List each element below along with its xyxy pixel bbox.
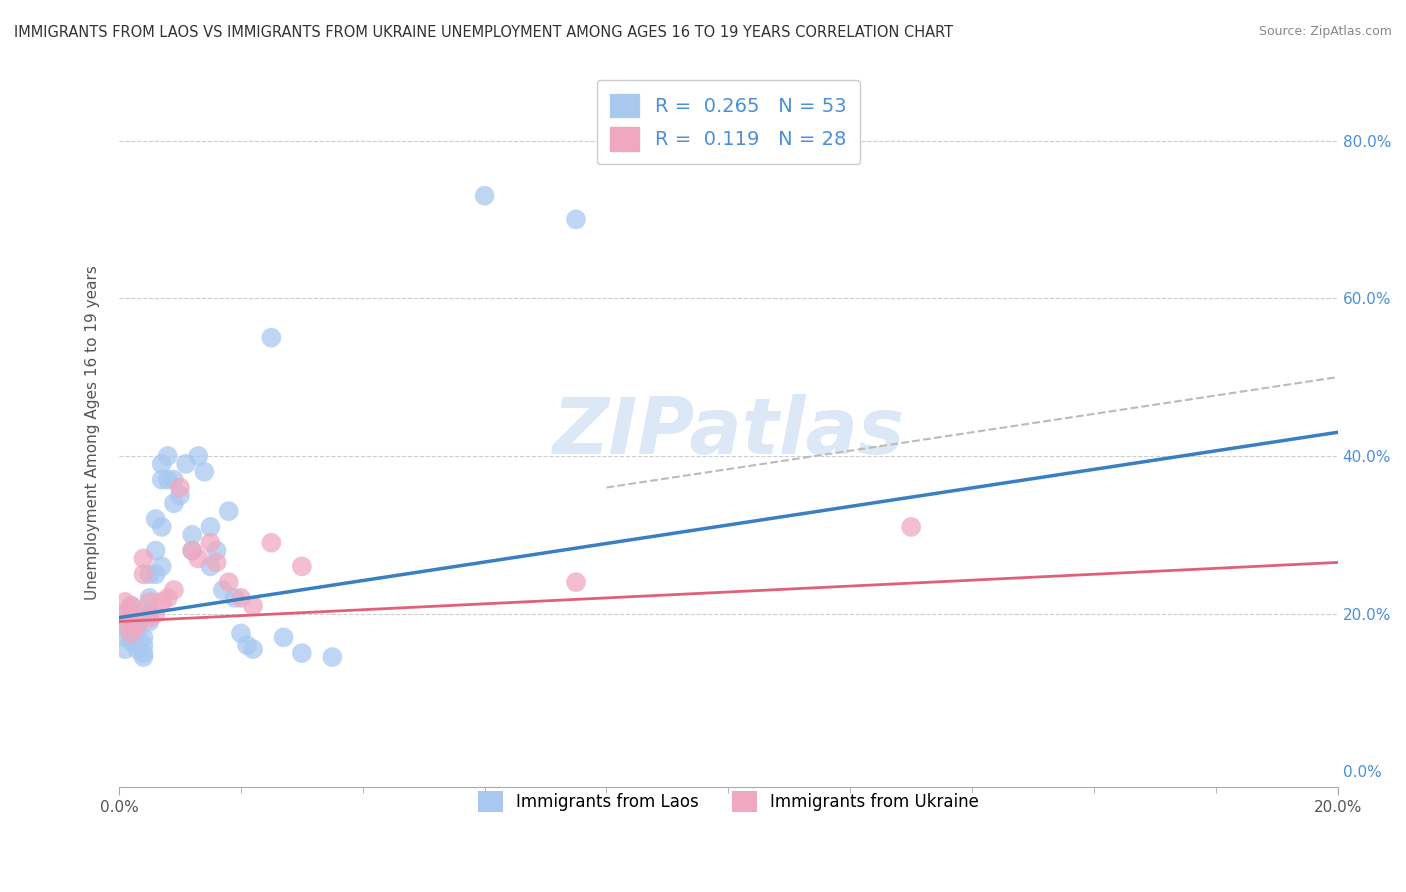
Point (145, 607, 167, 621)
Point (114, 607, 136, 621)
Point (150, 595, 173, 609)
Point (200, 559, 222, 574)
Point (291, 646, 314, 660)
Text: Source: ZipAtlas.com: Source: ZipAtlas.com (1258, 25, 1392, 38)
Point (120, 626, 142, 640)
Point (900, 520, 922, 534)
Point (211, 582, 233, 597)
Point (127, 618, 149, 632)
Point (120, 599, 142, 613)
Point (114, 631, 136, 645)
Legend: Immigrants from Laos, Immigrants from Ukraine: Immigrants from Laos, Immigrants from Uk… (464, 778, 993, 825)
Point (150, 520, 173, 534)
Point (150, 473, 173, 487)
Point (200, 520, 222, 534)
Point (138, 610, 160, 624)
Point (187, 449, 209, 463)
Point (218, 504, 240, 518)
Point (138, 615, 160, 629)
Point (114, 607, 136, 621)
Point (291, 559, 314, 574)
Point (242, 642, 264, 657)
Point (127, 610, 149, 624)
Point (132, 551, 155, 566)
Point (120, 618, 142, 632)
Point (229, 626, 252, 640)
Point (127, 618, 149, 632)
Point (145, 567, 167, 582)
Point (236, 638, 259, 652)
Point (138, 567, 160, 582)
Point (242, 599, 264, 613)
Point (145, 543, 167, 558)
Y-axis label: Unemployment Among Ages 16 to 19 years: Unemployment Among Ages 16 to 19 years (86, 265, 100, 599)
Point (163, 582, 186, 597)
Point (224, 591, 246, 605)
Point (163, 473, 186, 487)
Point (132, 650, 155, 665)
Point (193, 465, 215, 479)
Point (156, 449, 179, 463)
Point (260, 535, 283, 549)
Point (174, 457, 197, 471)
Point (260, 331, 283, 345)
Point (200, 535, 222, 549)
Point (138, 591, 160, 605)
Point (120, 610, 142, 624)
Point (156, 591, 179, 605)
Point (205, 556, 228, 570)
Point (145, 512, 167, 526)
Point (138, 607, 160, 621)
Point (474, 188, 496, 202)
Point (114, 595, 136, 609)
Point (321, 650, 343, 665)
Point (114, 618, 136, 632)
Point (114, 642, 136, 657)
Point (273, 631, 295, 645)
Point (156, 473, 179, 487)
Point (120, 610, 142, 624)
Point (150, 559, 173, 574)
Point (187, 551, 209, 566)
Point (120, 634, 142, 648)
Point (181, 543, 204, 558)
Point (565, 212, 588, 227)
Text: ZIPatlas: ZIPatlas (553, 394, 904, 470)
Point (127, 626, 149, 640)
Point (218, 575, 240, 590)
Point (138, 595, 160, 609)
Text: IMMIGRANTS FROM LAOS VS IMMIGRANTS FROM UKRAINE UNEMPLOYMENT AMONG AGES 16 TO 19: IMMIGRANTS FROM LAOS VS IMMIGRANTS FROM … (14, 25, 953, 40)
Point (169, 481, 191, 495)
Point (150, 457, 173, 471)
Point (205, 543, 228, 558)
Point (114, 623, 136, 637)
Point (120, 599, 142, 613)
Point (181, 528, 204, 542)
Point (132, 567, 155, 582)
Point (120, 626, 142, 640)
Point (181, 543, 204, 558)
Point (169, 488, 191, 502)
Point (127, 642, 149, 657)
Point (127, 607, 149, 621)
Point (132, 631, 155, 645)
Point (229, 591, 252, 605)
Point (565, 575, 588, 590)
Point (132, 638, 155, 652)
Point (132, 646, 155, 660)
Point (163, 496, 186, 510)
